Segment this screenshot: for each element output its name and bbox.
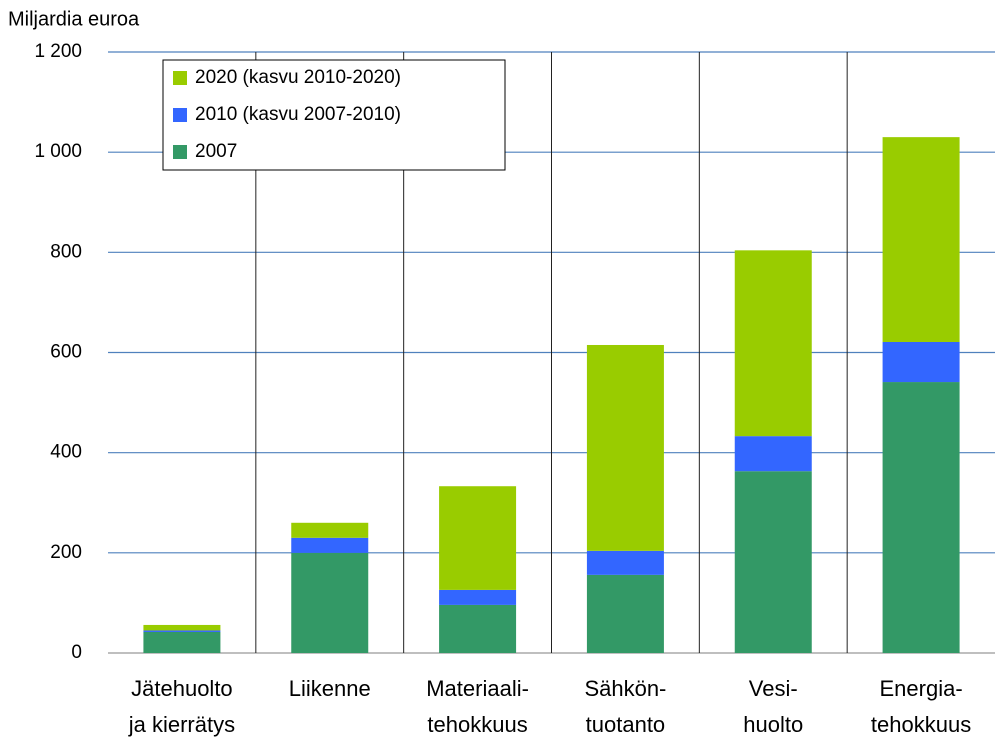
bar-segment: [291, 537, 369, 553]
bar-segment: [439, 589, 517, 605]
legend-swatch: [173, 71, 187, 85]
bar-segment: [143, 631, 221, 653]
y-tick-label: 200: [50, 542, 82, 563]
x-tick-label-line: Energia-: [880, 676, 963, 701]
bar-segment: [882, 137, 960, 342]
bar-segment: [586, 344, 664, 551]
y-tick-label: 800: [50, 241, 82, 262]
x-tick-label-line: Liikenne: [289, 676, 371, 701]
x-tick-label-line: Sähkön-: [584, 676, 666, 701]
x-tick-label-line: ja kierrätys: [128, 712, 235, 737]
y-tick-label: 1 200: [34, 41, 82, 62]
y-tick-label: 600: [50, 342, 82, 363]
legend-label: 2010 (kasvu 2007-2010): [195, 104, 401, 125]
bar-segment: [882, 382, 960, 653]
y-tick-label: 0: [71, 642, 82, 663]
bar-segment: [734, 471, 812, 653]
x-tick-label: Jätehuolto ja kierrätys: [128, 676, 235, 737]
bar-segment: [882, 341, 960, 383]
x-tick-label-line: Jätehuolto: [131, 676, 233, 701]
bar-segment: [586, 574, 664, 653]
y-tick-label: 400: [50, 442, 82, 463]
x-tick-label: Liikenne: [289, 676, 371, 701]
x-tick-label-line: tuotanto: [586, 712, 666, 737]
bar-segment: [291, 552, 369, 653]
legend-label: 2007: [195, 141, 237, 162]
bar-segment: [734, 436, 812, 472]
bar-segment: [143, 630, 221, 632]
x-tick-label-line: huolto: [743, 712, 803, 737]
bar-segment: [586, 550, 664, 575]
y-axis-label: Miljardia euroa: [8, 8, 140, 30]
x-tick-label: Materiaali-tehokkuus: [426, 676, 529, 737]
bar-segment: [439, 486, 517, 590]
bar-segment: [143, 624, 221, 631]
legend-box: [162, 59, 506, 171]
bar-segment: [734, 250, 812, 437]
x-tick-label: Energia-tehokkuus: [871, 676, 971, 737]
legend-swatch: [173, 145, 187, 159]
x-tick-label-line: Materiaali-: [426, 676, 529, 701]
y-tick-label: 1 000: [34, 141, 82, 162]
x-tick-label-line: tehokkuus: [427, 712, 527, 737]
legend-label: 2020 (kasvu 2010-2020): [195, 67, 401, 88]
bar-segment: [439, 604, 517, 653]
bar-segment: [291, 522, 369, 538]
x-tick-label: Sähkön-tuotanto: [584, 676, 666, 737]
x-tick-label-line: tehokkuus: [871, 712, 971, 737]
x-tick-label-line: Vesi-: [749, 676, 798, 701]
legend-swatch: [173, 108, 187, 122]
x-tick-label: Vesi-huolto: [743, 676, 803, 737]
